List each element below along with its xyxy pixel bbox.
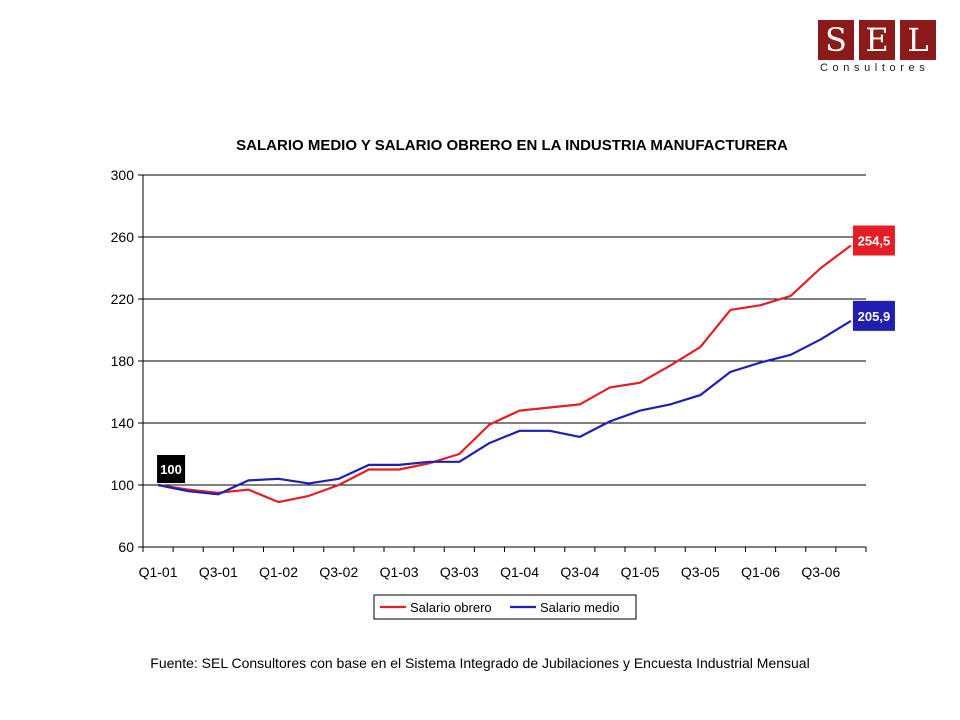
logo-letter: S	[818, 20, 854, 60]
legend-label: Salario obrero	[410, 600, 492, 615]
x-tick-label: Q3-03	[440, 564, 479, 580]
legend-box	[373, 594, 637, 620]
x-tick-label: Q1-01	[139, 564, 178, 580]
x-tick-label: Q3-02	[319, 564, 358, 580]
x-tick-label: Q3-05	[681, 564, 720, 580]
x-tick-label: Q1-03	[380, 564, 419, 580]
logo-letter: L	[900, 20, 936, 60]
annotation-box	[852, 225, 895, 256]
y-tick-label: 300	[111, 167, 135, 183]
series-line	[157, 244, 852, 504]
x-tick-label: Q3-06	[801, 564, 840, 580]
x-tick-label: Q1-05	[621, 564, 660, 580]
x-tick-label: Q1-02	[259, 564, 298, 580]
x-tick-label: Q3-04	[560, 564, 599, 580]
annotation-label: 100	[160, 462, 182, 477]
logo-letter: E	[859, 20, 895, 60]
sel-logo: S E L Consultores	[818, 20, 936, 76]
y-tick-label: 100	[111, 477, 135, 493]
y-tick-label: 180	[111, 353, 135, 369]
y-tick-label: 260	[111, 229, 135, 245]
x-tick-label: Q1-04	[500, 564, 539, 580]
source-note: Fuente: SEL Consultores con base en el S…	[150, 655, 810, 671]
annotation-label: 205,9	[858, 309, 891, 324]
x-tick-label: Q3-01	[199, 564, 238, 580]
annotation-box	[852, 300, 895, 331]
y-tick-label: 220	[111, 291, 135, 307]
chart-title: SALARIO MEDIO Y SALARIO OBRERO EN LA IND…	[236, 137, 788, 154]
annotation-label: 254,5	[858, 234, 891, 249]
series-line	[157, 319, 852, 496]
y-tick-label: 60	[118, 539, 134, 555]
annotation-box	[157, 455, 186, 483]
x-tick-label: Q1-06	[741, 564, 780, 580]
legend-label: Salario medio	[540, 600, 620, 615]
logo-subtitle: Consultores	[820, 62, 930, 74]
y-tick-label: 140	[111, 415, 135, 431]
